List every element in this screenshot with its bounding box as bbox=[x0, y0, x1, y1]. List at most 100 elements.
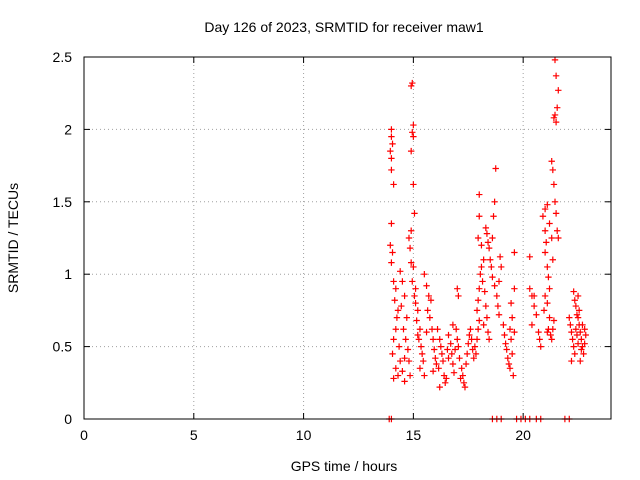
y-tick-label: 1 bbox=[64, 266, 72, 282]
data-point bbox=[455, 343, 462, 350]
data-point bbox=[548, 336, 555, 343]
data-point bbox=[476, 317, 483, 324]
data-point bbox=[504, 354, 511, 362]
data-point bbox=[496, 253, 504, 261]
data-point bbox=[392, 326, 400, 333]
data-point bbox=[387, 147, 394, 155]
data-point bbox=[545, 273, 552, 281]
data-point bbox=[490, 213, 497, 220]
x-tick-label: 0 bbox=[80, 427, 88, 443]
data-point bbox=[526, 253, 533, 261]
data-point bbox=[476, 213, 483, 220]
data-point bbox=[571, 297, 578, 304]
data-point bbox=[554, 104, 561, 111]
data-point bbox=[551, 198, 559, 205]
data-point bbox=[404, 346, 412, 353]
data-point bbox=[397, 268, 404, 275]
data-point bbox=[477, 271, 484, 278]
data-point bbox=[454, 336, 461, 343]
data-point bbox=[566, 314, 573, 321]
data-point bbox=[476, 285, 483, 292]
data-point bbox=[410, 121, 417, 129]
data-point bbox=[536, 336, 543, 343]
data-point bbox=[569, 336, 576, 343]
y-tick-labels: 0 0.5 1 1.5 2 2.5 bbox=[53, 49, 73, 427]
data-point bbox=[567, 321, 574, 329]
x-tick-labels: 0 5 10 15 20 bbox=[80, 427, 531, 443]
data-point bbox=[568, 357, 575, 365]
data-point bbox=[392, 365, 400, 372]
data-point bbox=[457, 375, 464, 382]
data-point bbox=[481, 288, 488, 295]
data-point bbox=[389, 140, 396, 148]
data-point bbox=[417, 343, 425, 350]
data-point bbox=[474, 297, 482, 304]
data-point bbox=[500, 321, 507, 329]
data-point bbox=[549, 166, 557, 174]
data-point bbox=[575, 307, 583, 314]
data-point bbox=[434, 326, 441, 333]
data-point bbox=[541, 249, 549, 256]
data-point bbox=[409, 79, 416, 87]
data-point bbox=[574, 292, 582, 300]
data-point bbox=[426, 314, 434, 321]
data-point bbox=[511, 249, 518, 256]
data-point bbox=[473, 336, 481, 343]
data-point bbox=[489, 234, 496, 242]
data-point bbox=[548, 234, 555, 242]
data-point bbox=[388, 166, 395, 174]
data-point bbox=[549, 326, 557, 333]
data-point bbox=[432, 354, 439, 362]
data-point bbox=[491, 282, 498, 289]
data-point bbox=[394, 372, 402, 379]
data-point bbox=[407, 147, 415, 155]
data-point bbox=[503, 346, 510, 353]
data-point bbox=[546, 220, 553, 227]
data-point bbox=[390, 375, 397, 382]
data-point bbox=[410, 181, 417, 188]
data-point bbox=[498, 263, 505, 271]
data-point bbox=[406, 372, 414, 379]
data-point bbox=[418, 350, 426, 358]
data-point bbox=[474, 326, 482, 333]
data-point bbox=[551, 56, 559, 64]
data-point bbox=[410, 133, 417, 140]
data-point bbox=[546, 314, 553, 321]
data-point bbox=[482, 224, 490, 232]
data-point bbox=[495, 311, 503, 318]
data-point bbox=[425, 292, 432, 300]
data-point bbox=[506, 326, 514, 333]
data-point bbox=[435, 365, 442, 372]
data-point bbox=[544, 201, 551, 208]
data-point bbox=[389, 350, 396, 358]
data-point bbox=[572, 326, 580, 333]
data-point bbox=[431, 346, 438, 353]
data-point bbox=[413, 317, 420, 324]
data-point bbox=[483, 230, 491, 237]
data-point bbox=[466, 331, 473, 339]
data-point bbox=[541, 227, 549, 234]
data-point bbox=[511, 328, 518, 336]
data-point bbox=[530, 292, 538, 300]
data-point bbox=[452, 326, 460, 333]
x-tick-label: 15 bbox=[406, 427, 422, 443]
data-point bbox=[439, 357, 447, 365]
data-point bbox=[571, 350, 578, 358]
data-point bbox=[554, 227, 561, 234]
data-point bbox=[507, 299, 515, 307]
data-point bbox=[398, 302, 405, 310]
data-point bbox=[579, 321, 586, 329]
data-point bbox=[428, 326, 436, 333]
data-point bbox=[414, 331, 421, 339]
data-point bbox=[402, 336, 409, 343]
data-point bbox=[429, 336, 437, 343]
y-tick-label: 2.5 bbox=[53, 49, 73, 65]
data-point bbox=[455, 292, 462, 300]
data-point bbox=[416, 326, 424, 333]
data-point bbox=[442, 379, 449, 386]
data-point bbox=[474, 234, 482, 242]
data-point bbox=[390, 181, 397, 188]
data-point bbox=[544, 299, 551, 307]
data-point bbox=[448, 350, 456, 358]
